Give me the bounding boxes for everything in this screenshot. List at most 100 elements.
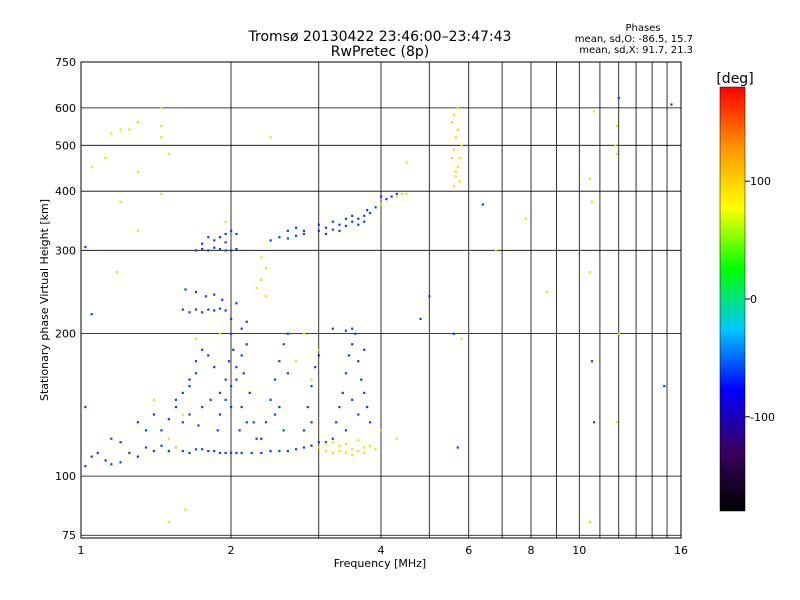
data-point-o — [213, 309, 216, 312]
data-point-o — [317, 354, 320, 357]
data-point-x — [119, 200, 122, 203]
data-point-o — [317, 441, 320, 444]
data-point-x — [454, 175, 457, 178]
data-point-o — [314, 366, 317, 369]
data-point-x — [294, 360, 298, 363]
data-point-o — [374, 206, 377, 209]
data-point-o — [240, 451, 243, 455]
data-point-o — [110, 463, 113, 466]
data-point-o — [230, 249, 233, 252]
data-point-x — [264, 267, 268, 270]
data-point-x — [269, 136, 272, 139]
data-point-o — [248, 391, 251, 394]
data-point-o — [119, 441, 122, 444]
data-point-o — [232, 348, 235, 351]
data-point-o — [235, 378, 238, 381]
data-point-o — [360, 378, 363, 381]
data-point-o — [617, 96, 620, 100]
legend: Phases mean, sd,O: -86.5, 15.7 mean, sd,… — [575, 23, 693, 56]
data-point-o — [335, 421, 338, 424]
data-point-o — [351, 343, 354, 346]
data-point-x — [344, 442, 348, 446]
data-point-o — [152, 449, 156, 453]
data-point-o — [368, 421, 372, 424]
data-point-x — [617, 332, 620, 335]
data-point-x — [344, 451, 348, 455]
data-point-o — [286, 372, 289, 375]
colorbar-tick-label: 100 — [750, 175, 771, 188]
data-point-o — [218, 391, 222, 394]
data-point-o — [128, 451, 131, 455]
x-tick-label: 1 — [78, 544, 85, 557]
data-point-o — [235, 366, 238, 369]
data-point-x — [351, 448, 354, 451]
data-point-x — [302, 332, 306, 335]
data-point-o — [110, 437, 113, 440]
data-point-x — [167, 520, 170, 524]
legend-heading: Phases — [625, 23, 660, 34]
data-point-o — [368, 211, 372, 215]
y-tick-label: 500 — [55, 139, 76, 152]
data-point-o — [242, 372, 245, 375]
data-point-o — [181, 391, 184, 394]
x-tick-label: 8 — [528, 544, 535, 557]
data-point-x — [194, 337, 198, 341]
data-point-o — [278, 360, 281, 363]
colorbar-ticks: 100 0 -100 — [745, 175, 775, 424]
data-point-x — [363, 451, 366, 455]
data-point-o — [344, 224, 348, 228]
data-point-x — [260, 278, 263, 281]
data-point-x — [460, 144, 463, 147]
data-point-o — [357, 217, 360, 220]
data-point-o — [201, 405, 204, 409]
data-point-o — [104, 459, 107, 462]
data-point-o — [331, 228, 334, 231]
data-point-x — [588, 270, 592, 274]
data-point-o — [188, 311, 191, 314]
colorbar-scale — [719, 86, 746, 512]
data-point-o — [84, 465, 87, 468]
data-point-x — [545, 290, 548, 294]
data-point-o — [282, 429, 285, 432]
data-point-o — [338, 223, 341, 226]
data-point-o — [344, 217, 348, 220]
data-point-x — [224, 220, 227, 223]
data-point-o — [201, 348, 204, 351]
data-point-x — [160, 106, 163, 110]
data-point-o — [194, 360, 198, 363]
data-point-o — [428, 295, 431, 298]
plot-frame — [80, 61, 682, 539]
data-point-o — [331, 437, 334, 440]
y-tick-label: 600 — [55, 102, 76, 115]
data-point-x — [110, 132, 113, 135]
data-point-x — [351, 453, 354, 456]
data-point-o — [380, 195, 383, 198]
data-point-o — [197, 424, 200, 427]
data-point-x — [357, 449, 360, 453]
data-point-o — [204, 295, 207, 298]
y-tick-label: 750 — [55, 56, 76, 69]
data-point-o — [240, 354, 243, 357]
data-point-o — [324, 441, 328, 444]
y-tick-label: 100 — [55, 470, 76, 483]
y-axis-ticks: 75 100 200 300 400 500 600 750 — [55, 56, 76, 542]
data-point-o — [201, 242, 204, 245]
data-point-o — [188, 451, 191, 455]
data-point-o — [278, 449, 281, 453]
data-point-o — [351, 214, 354, 217]
data-point-o — [201, 448, 204, 451]
data-point-x — [450, 121, 454, 124]
y-tick-label: 75 — [62, 529, 76, 542]
data-point-o — [207, 236, 210, 239]
data-point-o — [331, 220, 334, 223]
data-point-o — [218, 451, 222, 455]
data-point-x — [181, 413, 184, 416]
data-point-o — [90, 455, 93, 458]
data-point-x — [255, 286, 258, 289]
data-point-x — [317, 446, 320, 449]
data-point-x — [136, 121, 139, 124]
data-point-o — [235, 232, 238, 236]
data-point-o — [213, 246, 216, 249]
data-point-x — [458, 180, 461, 183]
